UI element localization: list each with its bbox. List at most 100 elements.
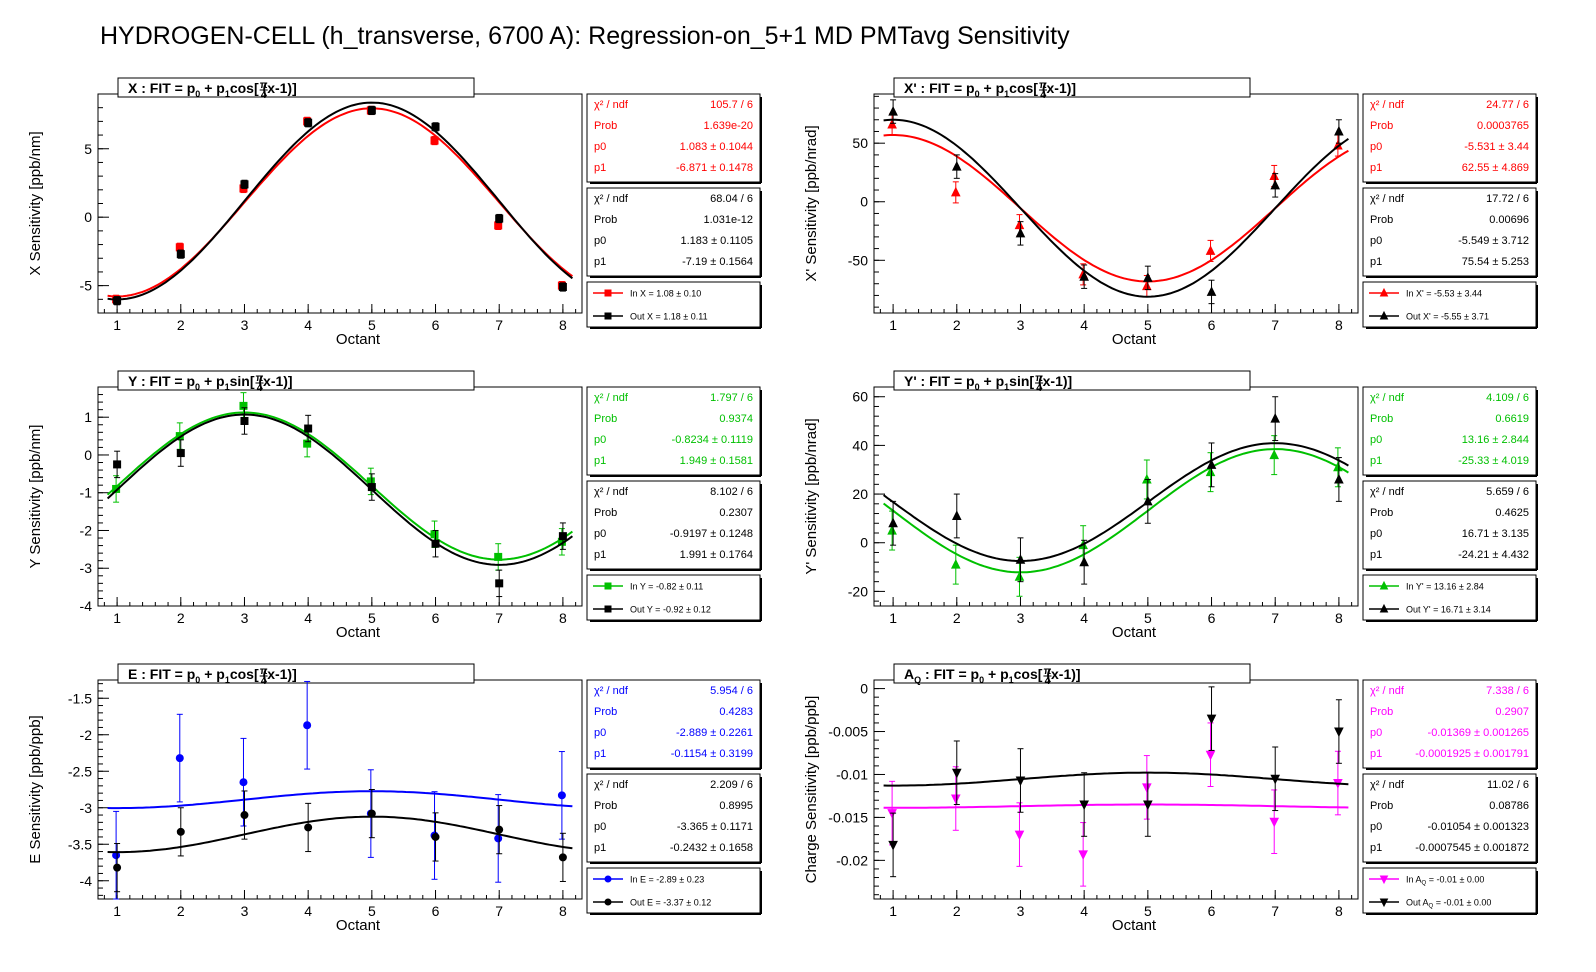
legend-entry: In AQ = -0.01 ± 0.00 [1406, 875, 1484, 887]
data-marker [367, 483, 376, 492]
stats-key: p0 [1370, 821, 1382, 833]
x-tick-label: 2 [953, 317, 961, 333]
page-title: HYDROGEN-CELL (h_transverse, 6700 A): Re… [100, 22, 1070, 50]
stats-key: Prob [1370, 800, 1393, 812]
data-marker [1206, 459, 1217, 469]
stats-key: p1 [594, 549, 606, 561]
data-marker [1333, 461, 1343, 472]
stats-box-in: χ² / ndf 105.7 / 6 Prob 1.639e-20 p0 1.083 ± … [586, 93, 762, 184]
stats-frame [586, 480, 761, 570]
chart-panel-5: -4 -3.5 -3 -2.5 -2 -1.5 1 2 3 4 5 6 7 8 Octant E Sensit… [27, 663, 762, 934]
x-tick-label: 4 [1080, 610, 1088, 626]
y-tick-label: 0 [84, 209, 92, 225]
data-point-out [1143, 265, 1153, 291]
data-marker [431, 122, 440, 131]
fraction-numerator: π [260, 666, 268, 677]
data-point-in [430, 135, 439, 146]
data-marker [1015, 776, 1026, 787]
stats-value: 0.2907 [1495, 706, 1529, 718]
legend: In Y' = 13.16 ± 2.84 Out Y' = 16.71 ± 3.1… [1362, 574, 1538, 622]
legend-entry: Out Y' = 16.71 ± 3.14 [1406, 605, 1491, 615]
data-marker [303, 439, 312, 448]
legend-entry: Out E = -3.37 ± 0.12 [630, 898, 711, 908]
fit-curve-in [882, 448, 1349, 574]
x-tick-label: 1 [113, 610, 121, 626]
legend-marker [1379, 287, 1389, 297]
x-tick-label: 5 [368, 317, 376, 333]
stats-value: 0.08786 [1489, 800, 1529, 812]
stats-key: Prob [594, 507, 617, 519]
y-tick-label: 0 [84, 447, 92, 463]
data-point-out [304, 118, 313, 128]
pi-over-4-fraction: π4 [1038, 80, 1047, 101]
data-marker [113, 296, 122, 305]
x-tick-label: 2 [953, 903, 961, 919]
stats-value: 13.16 ± 2.844 [1462, 434, 1529, 446]
stats-key: p1 [1370, 842, 1382, 854]
data-point-in [1269, 789, 1280, 854]
data-marker [113, 863, 122, 872]
data-marker [1079, 271, 1089, 281]
data-marker [558, 532, 567, 541]
data-point-out [1015, 221, 1026, 246]
stats-frame [1362, 386, 1537, 476]
data-marker [888, 840, 898, 851]
x-tick-label: 8 [559, 903, 567, 919]
data-marker [367, 809, 376, 818]
data-point-out [1206, 686, 1217, 751]
stats-value: -0.0001925 ± 0.001791 [1415, 748, 1529, 760]
data-marker [1078, 850, 1088, 860]
stats-key: Prob [1370, 413, 1393, 425]
fit-title-box [117, 370, 475, 391]
data-point-out [888, 99, 898, 124]
stats-key: Prob [1370, 507, 1393, 519]
fit-curve-out [106, 413, 573, 566]
fit-title-box [117, 77, 475, 98]
data-point-in [1269, 435, 1280, 476]
data-marker [1270, 413, 1281, 423]
data-marker [1206, 286, 1217, 296]
data-point-out [240, 407, 249, 435]
fit-title-box [117, 663, 475, 684]
data-point-in [887, 113, 897, 136]
legend: In E = -2.89 ± 0.23 Out E = -3.37 ± 0.12 [586, 867, 762, 915]
stats-box-in: χ² / ndf 24.77 / 6 Prob 0.0003765 p0 -5.531 ±… [1362, 93, 1538, 184]
stats-key: p0 [594, 434, 606, 446]
data-point-out [431, 529, 440, 558]
y-tick-label: -4 [80, 873, 93, 889]
data-point-out [495, 213, 504, 224]
stats-value: 1.031e-12 [703, 214, 753, 226]
stats-frame [586, 386, 761, 476]
stats-value: -3.365 ± 0.1171 [677, 821, 753, 833]
data-point-in [494, 794, 503, 883]
data-marker [1143, 272, 1153, 282]
legend-entry: Out X' = -5.55 ± 3.71 [1406, 312, 1489, 322]
data-marker [1269, 817, 1280, 828]
legend-marker [604, 582, 612, 590]
data-point-out [176, 439, 185, 467]
data-marker [1014, 219, 1025, 230]
x-tick-label: 5 [1144, 610, 1152, 626]
x-tick-label: 3 [241, 317, 249, 333]
stats-value: 1.183 ± 0.1105 [680, 235, 753, 247]
data-point-out [888, 812, 898, 878]
legend-frame [1362, 867, 1537, 914]
stats-key: p1 [594, 455, 606, 467]
stats-value: -5.549 ± 3.712 [1458, 235, 1529, 247]
data-point-in [1142, 755, 1152, 820]
data-point-in [303, 680, 312, 770]
data-marker [240, 416, 249, 425]
chart-panel-4: -20 0 20 40 60 1 2 3 4 5 6 7 8 Octant Y' Sensitivity [… [803, 370, 1538, 641]
data-marker [431, 539, 440, 548]
data-point-out [304, 802, 313, 853]
data-marker [304, 424, 313, 433]
x-tick-label: 4 [1080, 903, 1088, 919]
y-tick-label: 0 [860, 681, 868, 697]
data-point-out [1334, 699, 1344, 764]
fit-title-text: Y : FIT = p0 + p1sin[ (x-1)] [128, 373, 293, 392]
x-axis-label: Octant [1112, 917, 1157, 934]
data-marker [240, 180, 249, 189]
data-point-out [558, 832, 567, 882]
data-point-out [240, 790, 249, 840]
legend-frame [586, 281, 761, 328]
